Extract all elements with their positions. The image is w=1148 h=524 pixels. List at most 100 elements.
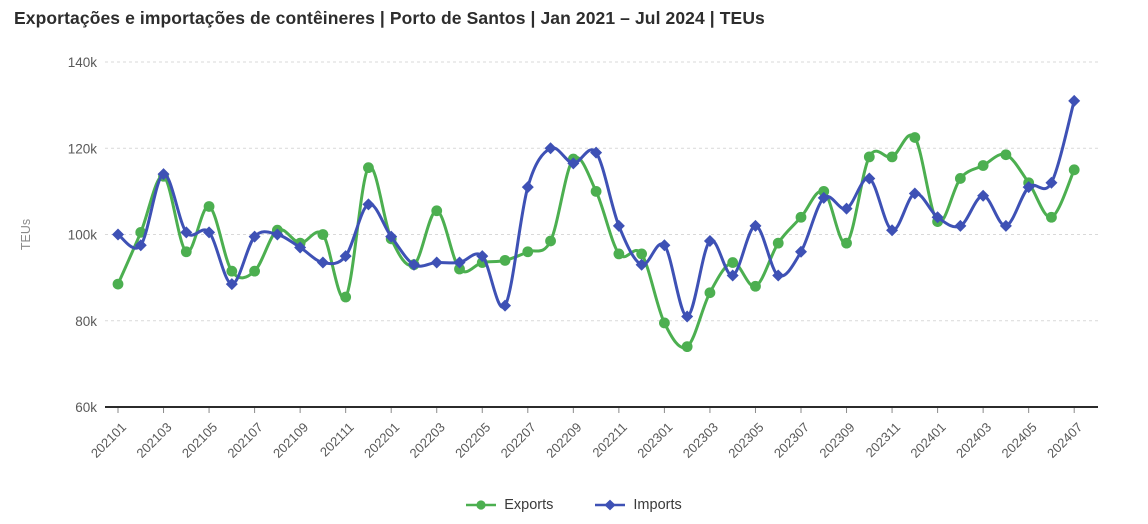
y-tick-label: 120k bbox=[68, 141, 98, 156]
x-tick-label: 202205 bbox=[452, 420, 493, 461]
exports-marker bbox=[727, 257, 739, 268]
imports-marker bbox=[658, 239, 671, 252]
x-tick-label: 202401 bbox=[907, 420, 948, 461]
exports-marker bbox=[522, 246, 534, 258]
y-tick-label: 60k bbox=[75, 400, 97, 415]
exports-marker bbox=[545, 235, 556, 247]
imports-marker bbox=[749, 219, 762, 232]
imports-marker bbox=[521, 181, 534, 194]
x-tick-label: 202105 bbox=[179, 420, 220, 461]
exports-marker bbox=[954, 173, 966, 184]
legend-label-exports: Exports bbox=[504, 497, 554, 513]
exports-marker bbox=[886, 151, 898, 163]
imports-marker bbox=[772, 269, 785, 282]
x-tick-label: 202301 bbox=[634, 420, 675, 461]
imports-marker bbox=[362, 198, 375, 211]
x-tick-label: 202307 bbox=[771, 420, 812, 461]
imports-marker bbox=[863, 172, 876, 185]
exports-marker bbox=[613, 248, 625, 260]
imports-marker bbox=[134, 239, 147, 252]
chart-legend: Exports Imports bbox=[0, 497, 1148, 513]
imports-marker bbox=[157, 168, 170, 181]
imports-marker bbox=[271, 228, 284, 241]
x-tick-label: 202303 bbox=[680, 420, 721, 461]
exports-marker bbox=[340, 291, 352, 303]
imports-marker bbox=[180, 226, 193, 239]
exports-marker bbox=[226, 265, 238, 277]
imports-marker bbox=[476, 250, 489, 263]
legend-label-imports: Imports bbox=[633, 497, 682, 513]
exports-marker bbox=[659, 317, 670, 329]
imports-line bbox=[116, 99, 1076, 318]
imports-marker bbox=[1045, 176, 1058, 189]
exports-marker bbox=[590, 185, 602, 197]
x-tick-label: 202209 bbox=[543, 420, 584, 461]
exports-marker bbox=[112, 278, 124, 290]
y-tick-label: 80k bbox=[75, 314, 97, 329]
imports-marker bbox=[886, 224, 899, 237]
exports-marker bbox=[977, 160, 989, 171]
imports-legend-marker-icon bbox=[595, 499, 626, 511]
imports-marker bbox=[316, 256, 329, 269]
x-tick-label: 202207 bbox=[498, 420, 539, 461]
imports-marker bbox=[635, 258, 648, 271]
exports-marker bbox=[317, 229, 329, 240]
imports-marker bbox=[726, 269, 739, 282]
x-tick-label: 202103 bbox=[133, 420, 174, 461]
exports-marker bbox=[499, 254, 511, 266]
imports-marker bbox=[840, 202, 853, 215]
exports-marker bbox=[863, 151, 875, 163]
legend-item-exports[interactable]: Exports bbox=[466, 497, 553, 513]
imports-marker bbox=[453, 256, 466, 269]
imports-marker bbox=[954, 219, 967, 232]
exports-marker bbox=[750, 280, 761, 292]
x-tick-label: 202405 bbox=[998, 420, 1039, 461]
legend-item-imports[interactable]: Imports bbox=[595, 497, 682, 513]
x-tick-label: 202203 bbox=[407, 420, 448, 461]
imports-marker bbox=[430, 256, 443, 269]
exports-marker bbox=[841, 237, 852, 249]
x-tick-label: 202107 bbox=[224, 420, 265, 461]
x-tick-label: 202311 bbox=[863, 420, 904, 461]
imports-marker bbox=[499, 299, 512, 312]
imports-marker bbox=[817, 191, 830, 204]
imports-marker bbox=[931, 211, 944, 224]
exports-line bbox=[116, 133, 1076, 350]
exports-marker bbox=[431, 205, 443, 217]
exports-marker bbox=[636, 248, 648, 260]
imports-marker bbox=[999, 219, 1012, 232]
exports-marker bbox=[180, 246, 192, 258]
imports-marker bbox=[1022, 181, 1035, 194]
chart-title: Exportações e importações de contêineres… bbox=[14, 8, 765, 28]
imports-marker bbox=[681, 310, 694, 323]
x-tick-label: 202211 bbox=[589, 420, 630, 461]
y-tick-label: 140k bbox=[68, 55, 98, 70]
imports-marker bbox=[908, 187, 921, 200]
exports-marker bbox=[909, 132, 921, 143]
exports-marker bbox=[203, 201, 215, 212]
x-tick-label: 202403 bbox=[953, 420, 994, 461]
imports-marker bbox=[407, 258, 420, 271]
imports-marker bbox=[339, 250, 352, 263]
x-tick-label: 202201 bbox=[361, 420, 402, 461]
exports-marker bbox=[681, 341, 693, 353]
exports-marker bbox=[772, 237, 784, 249]
imports-marker bbox=[567, 157, 580, 170]
imports-marker bbox=[590, 146, 603, 159]
x-tick-label: 202407 bbox=[1044, 420, 1085, 461]
imports-marker bbox=[294, 241, 307, 254]
x-tick-label: 202109 bbox=[270, 420, 311, 461]
exports-marker bbox=[704, 287, 716, 299]
exports-marker bbox=[818, 185, 830, 197]
y-axis-title: TEUs bbox=[19, 219, 33, 250]
y-tick-label: 100k bbox=[68, 228, 98, 243]
imports-marker bbox=[112, 228, 124, 241]
imports-marker bbox=[612, 219, 625, 232]
x-tick-label: 202309 bbox=[816, 420, 857, 461]
x-tick-label: 202111 bbox=[317, 420, 357, 460]
imports-marker bbox=[385, 230, 398, 243]
imports-marker bbox=[703, 234, 716, 247]
exports-marker bbox=[249, 265, 260, 277]
